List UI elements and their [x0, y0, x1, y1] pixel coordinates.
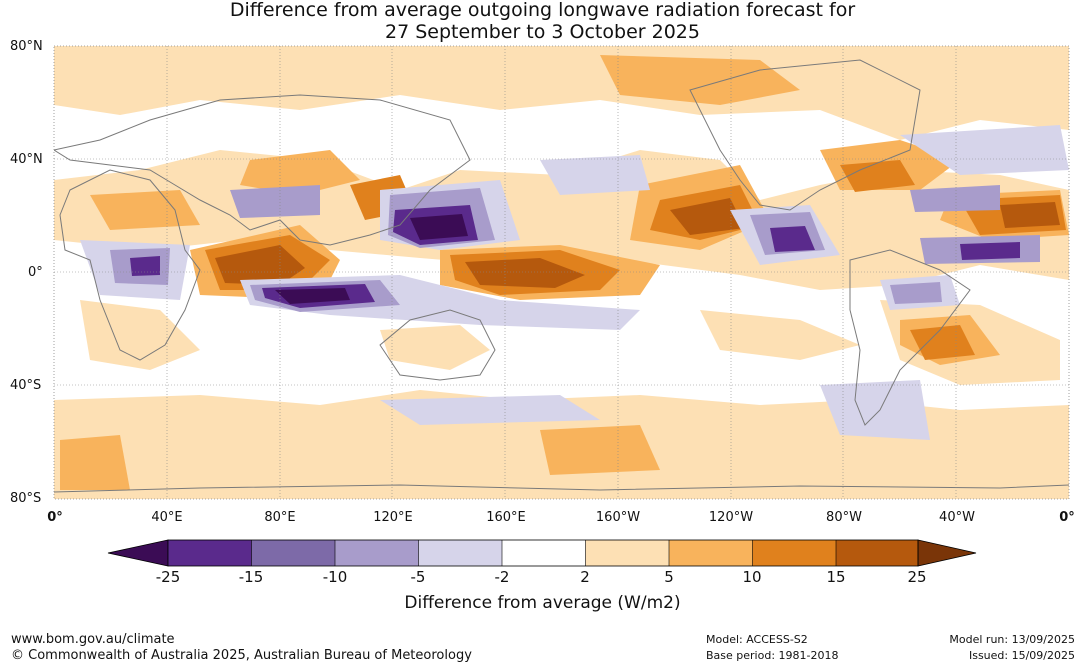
anomaly-region — [465, 258, 585, 288]
anomaly-region — [910, 185, 1000, 212]
colorbar — [107, 539, 977, 567]
copyright-notice: © Commonwealth of Australia 2025, Austra… — [11, 648, 472, 663]
lon-label-160e: 160°E — [486, 510, 526, 525]
colorbar-segment — [836, 540, 918, 566]
coastlines — [54, 59, 1069, 493]
colorbar-segment — [752, 540, 836, 566]
colorbar-tick-label: 10 — [742, 568, 762, 586]
lon-label-160w: 160°W — [595, 510, 641, 525]
anomaly-region — [960, 242, 1020, 260]
anomaly-region — [410, 214, 468, 240]
anomaly-region — [600, 55, 800, 105]
colorbar-dividers — [251, 540, 837, 566]
anomaly-region — [900, 125, 1069, 175]
lat-label-80n: 80°N — [10, 39, 43, 54]
colorbar-tick-label: -15 — [238, 568, 264, 586]
colorbar-tick-label: 2 — [580, 568, 590, 586]
colorbar-title: Difference from average (W/m2) — [404, 593, 681, 613]
base-period: Base period: 1981-2018 — [706, 649, 839, 662]
colorbar-segment — [585, 540, 669, 566]
olr-anomaly-map — [53, 45, 1070, 500]
graticule — [54, 46, 1069, 499]
colorbar-segment — [418, 540, 502, 566]
anomaly-field — [54, 46, 1069, 499]
anomaly-region — [1000, 202, 1060, 228]
anomaly-region — [130, 256, 160, 276]
anomaly-region — [540, 425, 660, 475]
lon-label-120w: 120°W — [708, 510, 754, 525]
anomaly-region — [910, 325, 975, 360]
colorbar-tick-label: -5 — [410, 568, 426, 586]
map-title-line1: Difference from average outgoing longwav… — [229, 0, 856, 21]
colorbar-tick-label: 15 — [826, 568, 846, 586]
lat-label-80s: 80°S — [10, 491, 42, 506]
anomaly-region — [380, 395, 600, 425]
colorbar-tick-label: -2 — [494, 568, 510, 586]
anomaly-region — [820, 380, 930, 440]
colorbar-segment — [335, 540, 419, 566]
anomaly-region — [380, 325, 490, 370]
lat-label-40n: 40°N — [10, 152, 43, 167]
anomaly-region — [540, 155, 650, 195]
anomaly-region — [80, 300, 200, 370]
colorbar-min-extend — [107, 539, 169, 567]
colorbar-max-extend — [917, 539, 977, 567]
model-run-date: Model run: 13/09/2025 — [949, 633, 1075, 646]
anomaly-region — [890, 282, 942, 304]
colorbar-segment — [251, 540, 335, 566]
model-name: Model: ACCESS-S2 — [706, 633, 808, 646]
anomaly-region — [240, 150, 360, 195]
colorbar-segment — [669, 540, 753, 566]
lon-label-0-left: 0° — [47, 510, 63, 525]
anomaly-region — [215, 245, 305, 285]
anomaly-region — [90, 190, 200, 230]
colorbar-segment — [502, 540, 586, 566]
lon-label-40e: 40°E — [151, 510, 183, 525]
lon-label-80e: 80°E — [264, 510, 296, 525]
map-frame — [53, 45, 1070, 500]
colorbar-tick-label: -25 — [155, 568, 181, 586]
colorbar-tick-label: 25 — [907, 568, 927, 586]
issued-date: Issued: 15/09/2025 — [968, 649, 1075, 662]
anomaly-region — [770, 226, 815, 252]
lon-label-0-right: 0° — [1059, 510, 1075, 525]
anomaly-region — [275, 288, 350, 304]
coastline-eurasia — [54, 94, 471, 246]
lat-label-40s: 40°S — [10, 378, 42, 393]
anomaly-region — [54, 46, 1069, 140]
coastline-antarctica — [54, 484, 1069, 493]
lon-label-80w: 80°W — [826, 510, 862, 525]
coastline-australia — [379, 309, 496, 381]
colorbar-tick-label: -10 — [322, 568, 348, 586]
anomaly-region — [230, 185, 320, 218]
colorbar-segment — [168, 540, 252, 566]
anomaly-region — [700, 310, 860, 360]
coastline-africa — [59, 169, 201, 361]
map-title-line2: 27 September to 3 October 2025 — [385, 21, 700, 43]
lat-label-equator: 0° — [28, 265, 43, 280]
anomaly-region — [60, 435, 130, 490]
lon-label-120e: 120°E — [373, 510, 413, 525]
coastline-north-america — [689, 59, 921, 211]
lon-label-40w: 40°W — [939, 510, 975, 525]
colorbar-frame — [167, 539, 919, 567]
anomaly-region — [840, 160, 915, 192]
colorbar-tick-label: 5 — [664, 568, 674, 586]
anomaly-region — [670, 198, 745, 235]
source-link[interactable]: www.bom.gov.au/climate — [11, 632, 175, 647]
coastline-south-america — [849, 249, 971, 426]
